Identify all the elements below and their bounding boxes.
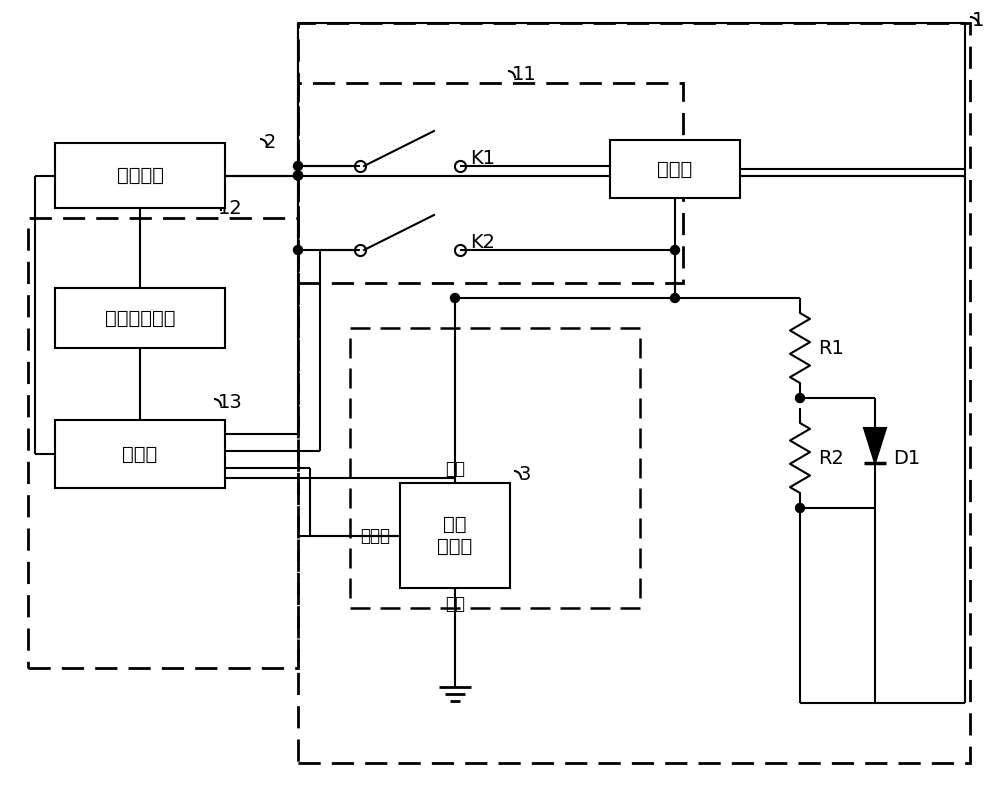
Circle shape <box>796 504 804 512</box>
Bar <box>350 328 640 608</box>
Circle shape <box>294 161 302 171</box>
Text: 1: 1 <box>972 10 984 30</box>
Text: 2: 2 <box>264 132 276 152</box>
Text: K2: K2 <box>470 232 495 251</box>
Bar <box>298 83 683 283</box>
Text: R1: R1 <box>818 338 844 358</box>
Text: 3: 3 <box>518 465 530 484</box>
Text: 正极: 正极 <box>445 460 465 478</box>
Text: 12: 12 <box>218 199 243 218</box>
Bar <box>610 140 740 198</box>
Text: 电压转换模块: 电压转换模块 <box>105 309 175 327</box>
Text: 恒流源: 恒流源 <box>657 160 693 179</box>
Bar <box>298 23 970 763</box>
Circle shape <box>294 246 302 255</box>
Circle shape <box>670 294 680 302</box>
Bar <box>55 420 225 488</box>
Bar <box>55 143 225 208</box>
Text: 13: 13 <box>218 393 243 413</box>
Circle shape <box>670 246 680 255</box>
Circle shape <box>450 294 460 302</box>
Text: D1: D1 <box>893 448 920 468</box>
Text: 11: 11 <box>512 65 537 84</box>
Text: K1: K1 <box>470 148 495 168</box>
Bar <box>55 288 225 348</box>
Text: 氮氧
传感器: 氮氧 传感器 <box>437 515 473 556</box>
Text: 负极: 负极 <box>445 595 465 613</box>
Circle shape <box>796 393 804 402</box>
Bar <box>28 218 298 668</box>
Text: 单片机: 单片机 <box>122 444 158 464</box>
Polygon shape <box>864 428 886 463</box>
Circle shape <box>294 171 302 180</box>
Text: 参考极: 参考极 <box>360 527 390 544</box>
Text: R2: R2 <box>818 448 844 468</box>
Bar <box>400 483 510 588</box>
Circle shape <box>294 171 302 180</box>
Text: 外接电源: 外接电源 <box>116 166 164 185</box>
